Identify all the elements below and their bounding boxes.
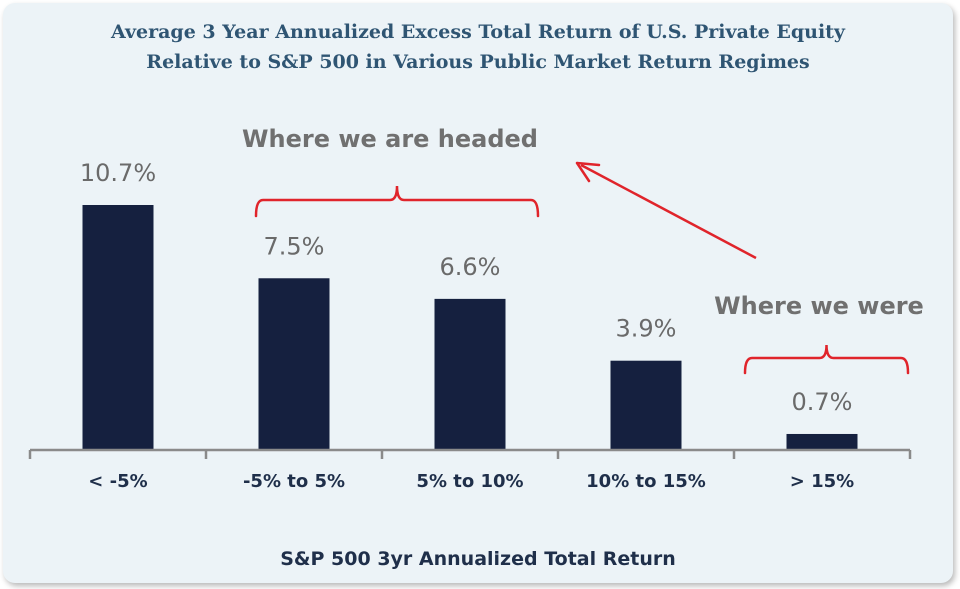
chart-title: Average 3 Year Annualized Excess Total R… [111, 21, 845, 43]
chart-subtitle: Relative to S&P 500 in Various Public Ma… [146, 51, 810, 73]
annotation-where-we-are-headed: Where we are headed [242, 125, 538, 153]
x-tick-label-4: 10% to 15% [586, 471, 706, 492]
x-tick-label-2: -5% to 5% [243, 471, 345, 492]
value-label-5: 0.7% [792, 388, 853, 416]
trend-arrow-head [575, 161, 601, 183]
bracket-where-we-were [743, 344, 910, 375]
bar-3 [434, 298, 506, 450]
chart-title-block: Average 3 Year Annualized Excess Total R… [3, 17, 953, 77]
chart-card: Average 3 Year Annualized Excess Total R… [3, 3, 953, 583]
bar-2 [258, 278, 330, 450]
x-tick-label-5: > 15% [790, 471, 854, 492]
bars-group [82, 205, 858, 450]
value-label-3: 6.6% [440, 253, 501, 281]
x-tick-label-3: 5% to 10% [416, 471, 523, 492]
bar-4 [610, 360, 682, 450]
annotations-group: Where we are headed Where we were [242, 125, 924, 375]
value-label-4: 3.9% [616, 315, 677, 343]
value-label-1: 10.7% [80, 159, 156, 187]
x-axis-title: S&P 500 3yr Annualized Total Return [280, 548, 676, 570]
x-axis [28, 448, 912, 459]
bar-5 [786, 433, 858, 450]
value-labels-group: 10.7% 7.5% 6.6% 3.9% 0.7% [80, 159, 853, 416]
trend-arrow-line [580, 163, 757, 260]
x-tick-label-1: < -5% [88, 471, 147, 492]
value-label-2: 7.5% [264, 232, 325, 260]
bracket-where-we-are-headed [254, 185, 540, 218]
annotation-where-we-were: Where we were [714, 292, 924, 320]
bar-1 [82, 205, 154, 450]
x-tick-labels: < -5% -5% to 5% 5% to 10% 10% to 15% > 15% [88, 471, 854, 492]
bar-chart: 10.7% 7.5% 6.6% 3.9% 0.7% < -5% -5% to 5% 5% t… [28, 125, 924, 492]
